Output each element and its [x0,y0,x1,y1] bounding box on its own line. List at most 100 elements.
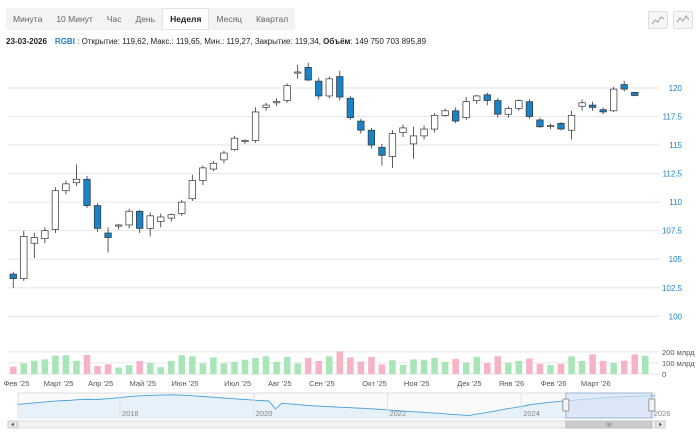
x-tick-label: Янв '26 [499,379,524,388]
volume-bar [241,359,249,374]
candle-body [420,128,428,137]
candle-body [104,232,112,238]
candle [294,65,302,79]
volume-bar [41,359,49,374]
y-tick-label: 102.5 [662,284,683,293]
volume-bar [505,362,512,374]
tab-minute[interactable]: Минута [13,14,43,24]
volume-bars [8,351,660,375]
navigator[interactable]: 2018 2020 2022 2024 2026 [7,392,671,429]
y-axis-labels: 100 102.5 105 107.5 110 112.5 115 117.5 120 [662,84,683,321]
candle-body [272,101,281,104]
volume-bar [568,356,575,374]
tab-month[interactable]: Месяц [216,14,243,24]
x-axis-labels: Фев '25 Март '25 Апр '25 Май '25 Июн '25 Июл … [4,379,611,388]
candle-body [209,162,218,170]
tab-quarter[interactable]: Квартал [256,14,289,24]
candle [262,102,270,111]
candle [188,174,196,201]
candle [357,118,365,134]
navigator-handle[interactable] [562,398,570,412]
candle [588,101,597,111]
volume-bar [368,356,375,374]
candle-body [357,120,365,131]
volume-bar [473,356,480,374]
candle [167,213,175,222]
info-date: 23-03-2026 [6,37,47,46]
candle [62,180,70,195]
candle-body [504,108,512,115]
candle-body [336,76,344,98]
x-tick-label: Фев '25 [4,379,30,388]
tab-10-minutes[interactable]: 10 Минут [56,14,93,24]
y-tick-label: 112.5 [663,170,683,179]
volume-bar [484,363,491,374]
candle-body [114,224,123,227]
candle-body [346,97,354,119]
candle [388,130,397,168]
x-tick-label: Окт '25 [362,379,387,388]
candle-body [599,109,607,113]
candle-body [315,80,323,97]
navigator-area [18,394,655,418]
navigator-year-label: 2018 [122,409,139,418]
candle [283,83,291,103]
candle-body [178,201,186,214]
candle-body [430,115,439,130]
volume-bar [589,354,596,374]
volume-bar [10,366,17,374]
x-tick-label: Авг '25 [268,379,292,388]
x-tick-label: Дек '25 [457,379,481,388]
candle-body [41,230,49,240]
candle-body [483,94,491,101]
x-tick-label: Ноя '25 [404,379,430,388]
candle-body [620,84,628,90]
tab-day[interactable]: День [135,14,156,24]
candle-body [409,135,418,145]
line-chart-button[interactable] [673,11,693,29]
volume-bar [294,363,301,374]
candle [230,135,239,151]
volume-bar [125,365,133,374]
candle [20,230,28,281]
candle-body [136,210,144,229]
volume-bar [599,360,607,374]
volume-bar [610,362,617,374]
candle [378,143,386,166]
volume-bar [378,364,386,374]
candle [325,76,333,99]
candle-body [494,100,502,115]
candle-body [515,100,523,109]
candle-body [199,167,207,181]
volume-axis-labels: 0 100 млрд 200 млрд [662,348,695,379]
candle [336,70,344,101]
volume-bar [273,361,280,374]
arrow-right-icon [659,422,662,427]
navigator-selection[interactable] [565,392,653,419]
volume-bar [168,360,175,374]
candle-body [567,115,576,131]
candle-body [294,71,302,74]
candle [41,227,49,244]
volume-tick-label: 200 млрд [662,348,695,357]
candle-body [125,210,133,226]
candle [72,164,81,187]
candle [599,107,607,115]
y-tick-label: 120 [669,84,683,93]
volume-bar [220,363,228,374]
volume-bar [262,356,270,374]
candle [399,124,407,138]
navigator-handle[interactable] [648,398,656,412]
candle [272,98,281,107]
x-tick-label: Март '26 [581,379,611,388]
tab-week[interactable]: Неделя [162,8,210,30]
candle [199,165,207,186]
area-chart-button[interactable] [648,11,668,29]
candle [620,81,628,92]
x-tick-label: Фев '26 [541,379,567,388]
candle-body [631,91,639,96]
volume-tick-label: 0 [662,370,666,379]
candle [610,86,618,112]
tab-hour[interactable]: Час [106,14,122,24]
volume-bar [336,351,344,374]
